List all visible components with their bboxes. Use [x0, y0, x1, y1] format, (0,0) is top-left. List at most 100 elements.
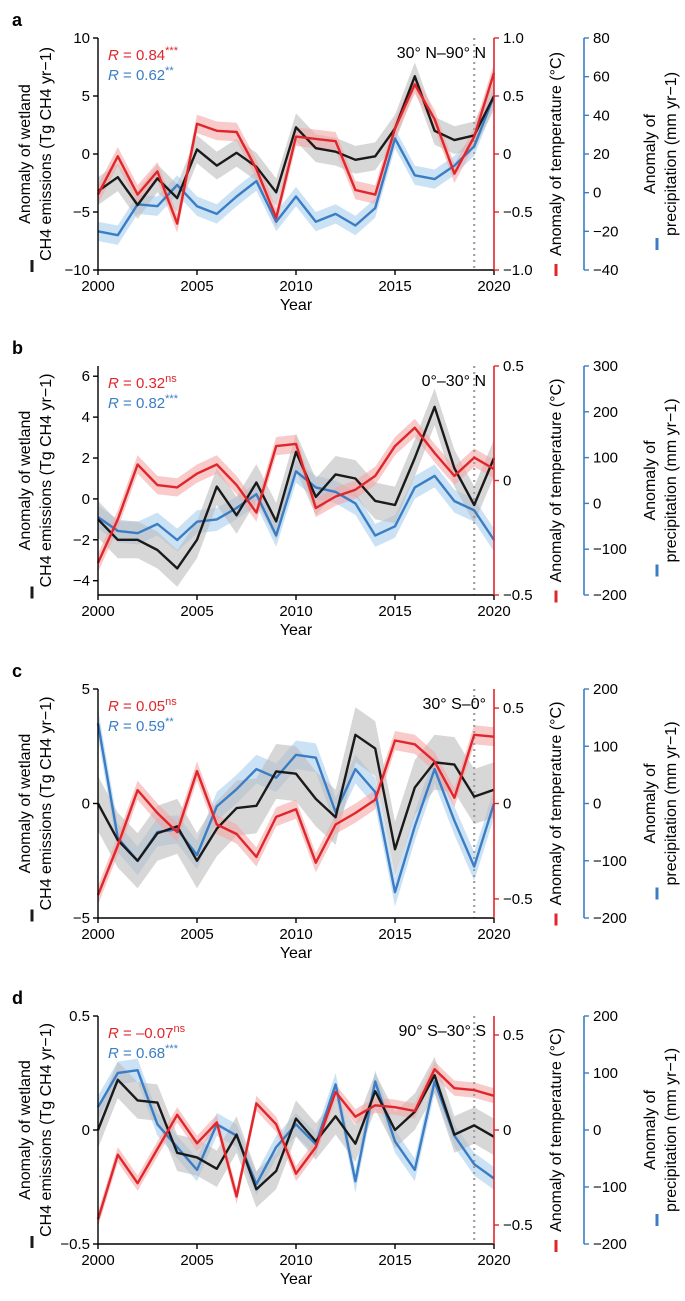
region-label: 30° S–0°: [422, 696, 486, 713]
precipitation-axis-title-line1: Anomaly of: [642, 440, 659, 521]
emissions-band: [98, 707, 494, 889]
precipitation-axis-title: Anomaly of precipitation (mm yr−1): [642, 1048, 680, 1226]
r_temp-annotation: R = 0.05ns: [108, 696, 177, 715]
temperature-tick-label: 0.5: [503, 700, 524, 717]
left-axis-title-line2: CH4 emissions (Tg CH4 yr−1): [38, 697, 55, 911]
left-tick-label: −4: [73, 573, 90, 590]
x-tick-label: 2005: [180, 1252, 213, 1269]
precipitation-tick-label: 200: [593, 404, 618, 421]
precipitation-tick-label: 0: [593, 796, 601, 813]
temperature-tick-label: −1.0: [503, 262, 533, 279]
r_temp-symbol: R: [108, 375, 119, 392]
left-tick-label: 5: [82, 88, 90, 105]
precipitation-tick-label: 0: [593, 495, 601, 512]
x-axis-label: Year: [280, 945, 313, 962]
r_temp-symbol: R: [108, 47, 119, 64]
precipitation-axis-title: Anomaly of precipitation (mm yr−1): [642, 72, 680, 250]
x-tick-label: 2000: [81, 1252, 114, 1269]
temperature-tick-label: 0.5: [503, 358, 524, 375]
left-tick-label: −10: [65, 262, 90, 279]
temperature-line: [96, 733, 495, 896]
precipitation-tick-label: 60: [593, 69, 610, 86]
precipitation-tick-label: −100: [593, 1179, 627, 1196]
x-axis-label: Year: [280, 1271, 313, 1288]
emissions-line: [97, 75, 496, 207]
r_precip-annotation: R = 0.59**: [108, 716, 174, 735]
r_precip-value: = 0.68: [119, 1045, 165, 1062]
temperature-axis-title-text: Anomaly of temperature (°C): [548, 379, 565, 583]
temperature-axis-title: Anomaly of temperature (°C): [548, 1028, 565, 1252]
left-axis-title-line1: Anomaly of wetland: [17, 411, 34, 551]
temperature-tick-label: 0.5: [503, 1027, 524, 1044]
left-axis-title: Anomaly of wetland CH4 emissions (Tg CH4 …: [17, 697, 55, 922]
r_precip-symbol: R: [108, 67, 119, 84]
precipitation-tick-label: −200: [593, 587, 627, 604]
r_temp-significance: ns: [173, 1023, 185, 1035]
temperature-axis-title-text: Anomaly of temperature (°C): [548, 1028, 565, 1232]
left-axis-title: Anomaly of wetland CH4 emissions (Tg CH4 …: [17, 1023, 55, 1248]
x-tick-label: 2005: [180, 278, 213, 295]
left-tick-label: 10: [73, 30, 90, 47]
r_precip-symbol: R: [108, 1045, 119, 1062]
precipitation-tick-label: −200: [593, 910, 627, 927]
temperature-band: [98, 1061, 494, 1227]
left-tick-label: 4: [82, 409, 90, 426]
temperature-tick-label: 1.0: [503, 30, 524, 47]
precipitation-tick-label: 40: [593, 107, 610, 124]
x-tick-label: 2005: [180, 603, 213, 620]
temperature-axis-title: Anomaly of temperature (°C): [548, 52, 565, 276]
x-tick-label: 2000: [81, 603, 114, 620]
temperature-tick-label: 0: [503, 146, 511, 163]
precipitation-axis-title-line2: precipitation (mm yr−1): [663, 1048, 680, 1212]
panel-label: a: [12, 10, 23, 30]
r_precip-symbol: R: [108, 395, 119, 412]
x-tick-label: 2010: [279, 278, 312, 295]
precipitation-tick-label: −100: [593, 541, 627, 558]
left-axis-title-line2: CH4 emissions (Tg CH4 yr−1): [38, 47, 55, 261]
precipitation-tick-label: −100: [593, 853, 627, 870]
left-tick-label: 0: [82, 491, 90, 508]
x-tick-label: 2020: [477, 1252, 510, 1269]
precipitation-axis-title-line1: Anomaly of: [642, 763, 659, 844]
r_precip-value: = 0.62: [119, 67, 165, 84]
r_temp-symbol: R: [108, 698, 119, 715]
precipitation-tick-label: −200: [593, 1236, 627, 1253]
r_precip-significance: ***: [165, 1043, 179, 1055]
precipitation-tick-label: −20: [593, 223, 618, 240]
x-axis-label: Year: [280, 622, 313, 639]
x-tick-label: 2015: [378, 603, 411, 620]
left-axis-title-line1: Anomaly of wetland: [17, 1060, 34, 1200]
r_precip-value: = 0.82: [119, 395, 165, 412]
precipitation-axis-title-line2: precipitation (mm yr−1): [663, 72, 680, 236]
left-tick-label: 6: [82, 368, 90, 385]
r_precip-value: = 0.59: [119, 718, 165, 735]
precipitation-tick-label: 100: [593, 450, 618, 467]
precipitation-axis-title-line2: precipitation (mm yr−1): [663, 398, 680, 562]
r_precip-significance: **: [165, 65, 174, 77]
x-tick-label: 2000: [81, 278, 114, 295]
r_temp-annotation: R = 0.32ns: [108, 373, 177, 392]
r_temp-value: = 0.84: [119, 47, 165, 64]
x-tick-label: 2010: [279, 926, 312, 943]
left-tick-label: 5: [82, 681, 90, 698]
x-tick-label: 2015: [378, 278, 411, 295]
precipitation-tick-label: 200: [593, 681, 618, 698]
temperature-axis-title-text: Anomaly of temperature (°C): [548, 702, 565, 906]
emissions-line: [97, 405, 496, 570]
precipitation-line: [96, 1068, 495, 1186]
temperature-tick-label: 0: [503, 473, 511, 490]
precipitation-axis-title-line2: precipitation (mm yr−1): [663, 721, 680, 885]
r_temp-symbol: R: [108, 1025, 119, 1042]
temperature-line: [96, 72, 496, 225]
precipitation-tick-label: 80: [593, 30, 610, 47]
x-tick-label: 2005: [180, 926, 213, 943]
temperature-line: [96, 426, 495, 564]
left-tick-label: 0: [82, 1122, 90, 1139]
r_temp-annotation: R = –0.07ns: [108, 1023, 186, 1042]
panel-label: b: [12, 338, 23, 358]
left-tick-label: 0: [82, 796, 90, 813]
